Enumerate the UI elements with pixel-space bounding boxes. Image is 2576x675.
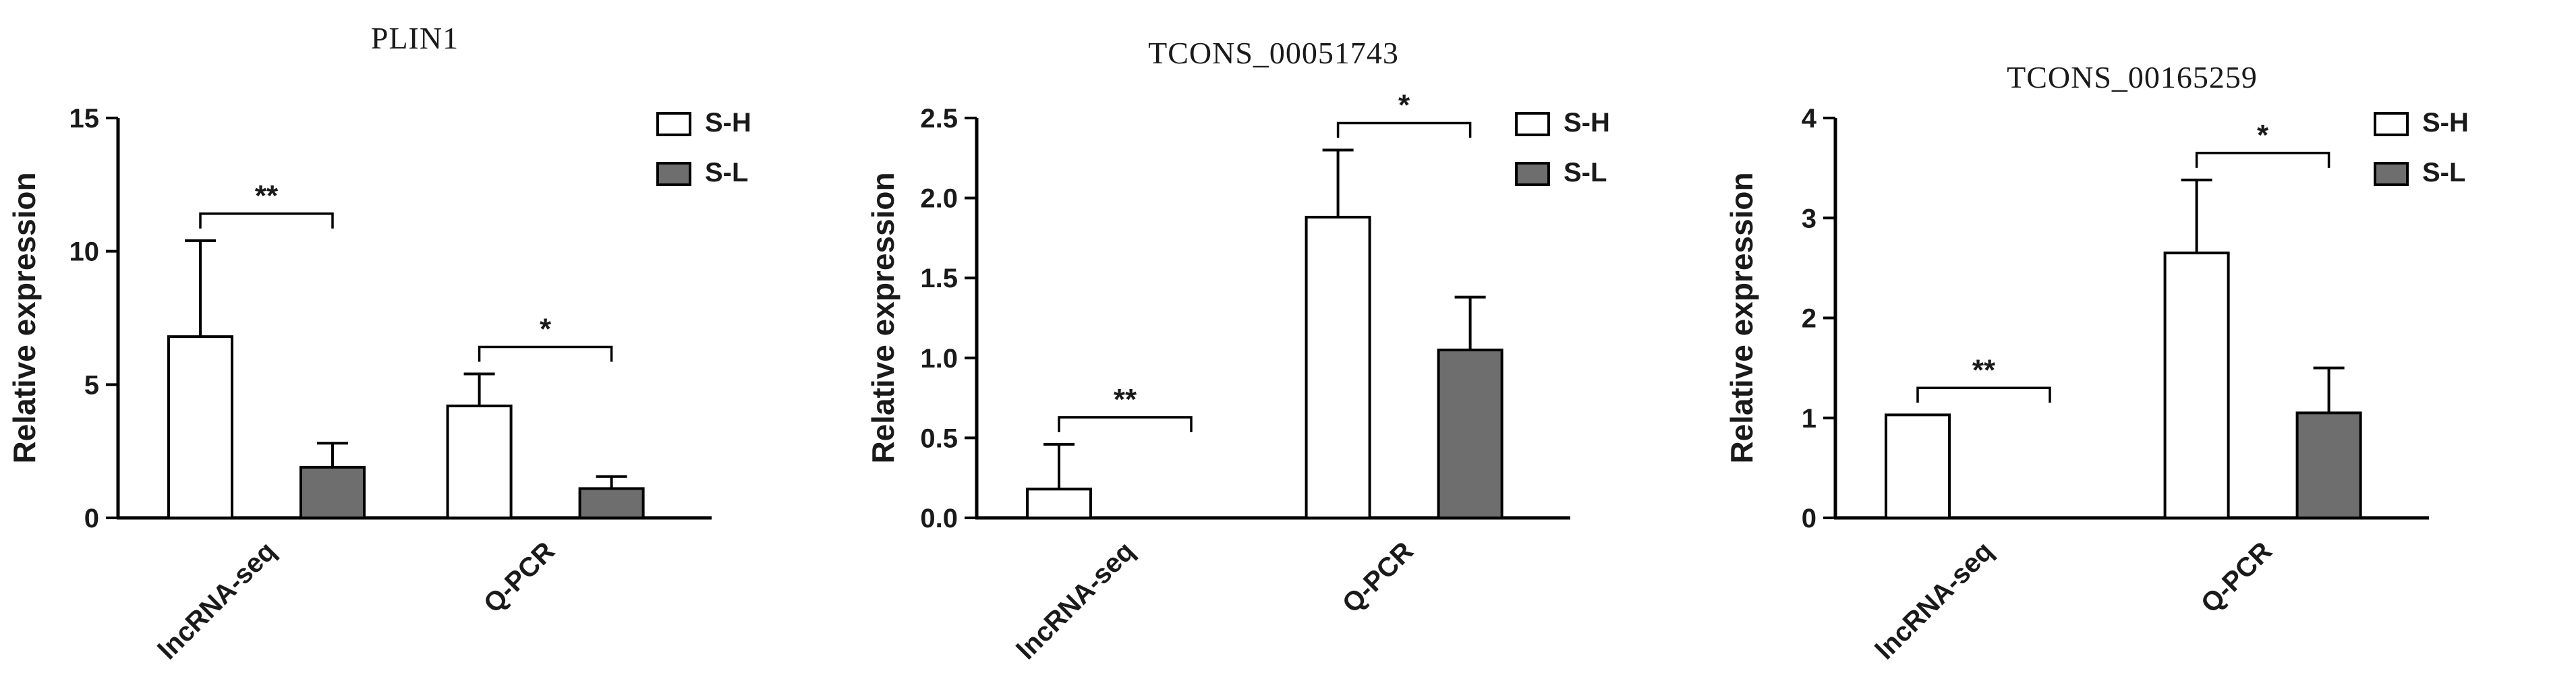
y-tick-label: 0 [84, 504, 99, 533]
significance-bracket-lncrna-seq [1916, 386, 2051, 403]
y-tick-label: 0.0 [920, 504, 958, 533]
y-tick-label: 5 [84, 370, 99, 400]
y-axis-label: Relative expression [7, 172, 42, 463]
bar-s-h-lncrna-seq [167, 335, 233, 519]
x-category-label-lncrna-seq: lncRNA-seq [1870, 536, 1999, 665]
y-tick-label: 0 [1802, 504, 1816, 533]
y-tick-label: 4 [1802, 104, 1817, 134]
chart-title-tcons-00051743: TCONS_00051743 [1148, 36, 1399, 70]
bar-s-l-q-pcr [1437, 348, 1504, 519]
chart-panel-tcons-00165259: 0 1 2 3 4 Relative expression lncRNA-seq Q-PCR *… [1717, 0, 2576, 675]
legend-label-s-l: S-L [1564, 158, 1607, 187]
bar-s-h-q-pcr [2163, 252, 2230, 519]
chart-title-tcons-00165259: TCONS_00165259 [2007, 60, 2258, 94]
bar-s-h-q-pcr [1305, 216, 1371, 519]
significance-bracket-q-pcr [478, 345, 613, 362]
y-tick-label: 15 [69, 104, 100, 134]
tcons-00051743-plot-svg: 0.0 0.5 1.0 1.5 2.0 2.5 Relative expression lnc… [865, 88, 1610, 665]
significance-label-q-pcr: * [1398, 88, 1410, 121]
x-category-label-q-pcr: Q-PCR [2196, 536, 2278, 618]
y-tick-label: 1.5 [920, 264, 958, 293]
y-tick-label: 3 [1802, 204, 1816, 233]
legend-label-s-h: S-H [1564, 108, 1610, 138]
bar-s-l-q-pcr [2295, 411, 2362, 520]
y-tick-label: 2.0 [920, 184, 958, 214]
chart-title-plin1: PLIN1 [370, 21, 459, 55]
y-tick-label: 2 [1802, 304, 1816, 334]
bar-s-h-q-pcr [446, 404, 513, 520]
significance-label-lncrna-seq: ** [255, 179, 279, 212]
tcons-00165259-plot-svg: 0 1 2 3 4 Relative expression lncRNA-seq Q-PCR *… [1724, 104, 2469, 666]
chart-panel-tcons-00051743: 0.0 0.5 1.0 1.5 2.0 2.5 Relative expression lnc… [859, 0, 1717, 675]
legend-swatch-s-l [656, 162, 691, 186]
y-axis-label: Relative expression [865, 172, 900, 463]
significance-label-q-pcr: * [540, 313, 552, 346]
legend-label-s-l: S-L [2422, 158, 2465, 187]
legend-swatch-s-h [1515, 112, 1550, 136]
legend-swatch-s-h [656, 112, 691, 136]
y-tick-label: 2.5 [920, 104, 958, 134]
legend-label-s-l: S-L [705, 158, 748, 187]
plin1-plot-svg: 0 5 10 15 Relative expression lncRNA-seq Q-PCR… [7, 104, 751, 666]
bar-s-l-q-pcr [578, 487, 645, 519]
legend-swatch-s-l [1515, 162, 1550, 186]
y-axis-label: Relative expression [1724, 172, 1759, 463]
legend-label-s-h: S-H [705, 108, 751, 138]
significance-label-q-pcr: * [2257, 119, 2269, 152]
significance-bracket-lncrna-seq [199, 212, 334, 229]
y-tick-label: 1.0 [920, 344, 958, 374]
bar-s-l-lncrna-seq [299, 465, 366, 519]
y-tick-label: 0.5 [920, 423, 958, 453]
x-category-label-lncrna-seq: lncRNA-seq [152, 536, 281, 665]
y-tick-label: 10 [69, 237, 100, 267]
legend-swatch-s-h [2374, 112, 2409, 136]
x-category-label-q-pcr: Q-PCR [1337, 536, 1419, 618]
significance-label-lncrna-seq: ** [1972, 353, 1996, 386]
significance-bracket-q-pcr [2195, 152, 2330, 168]
significance-label-lncrna-seq: ** [1114, 383, 1137, 416]
x-category-label-q-pcr: Q-PCR [478, 536, 561, 618]
significance-bracket-lncrna-seq [1058, 416, 1193, 432]
legend-label-s-h: S-H [2422, 108, 2469, 138]
chart-panel-plin1: 0 5 10 15 Relative expression lncRNA-seq Q-PCR… [0, 0, 859, 675]
y-tick-label: 1 [1802, 404, 1816, 434]
x-category-label-lncrna-seq: lncRNA-seq [1011, 536, 1140, 665]
significance-bracket-q-pcr [1336, 121, 1472, 138]
bar-s-h-lncrna-seq [1885, 413, 1951, 519]
bar-s-h-lncrna-seq [1026, 488, 1092, 520]
legend-swatch-s-l [2374, 162, 2409, 186]
